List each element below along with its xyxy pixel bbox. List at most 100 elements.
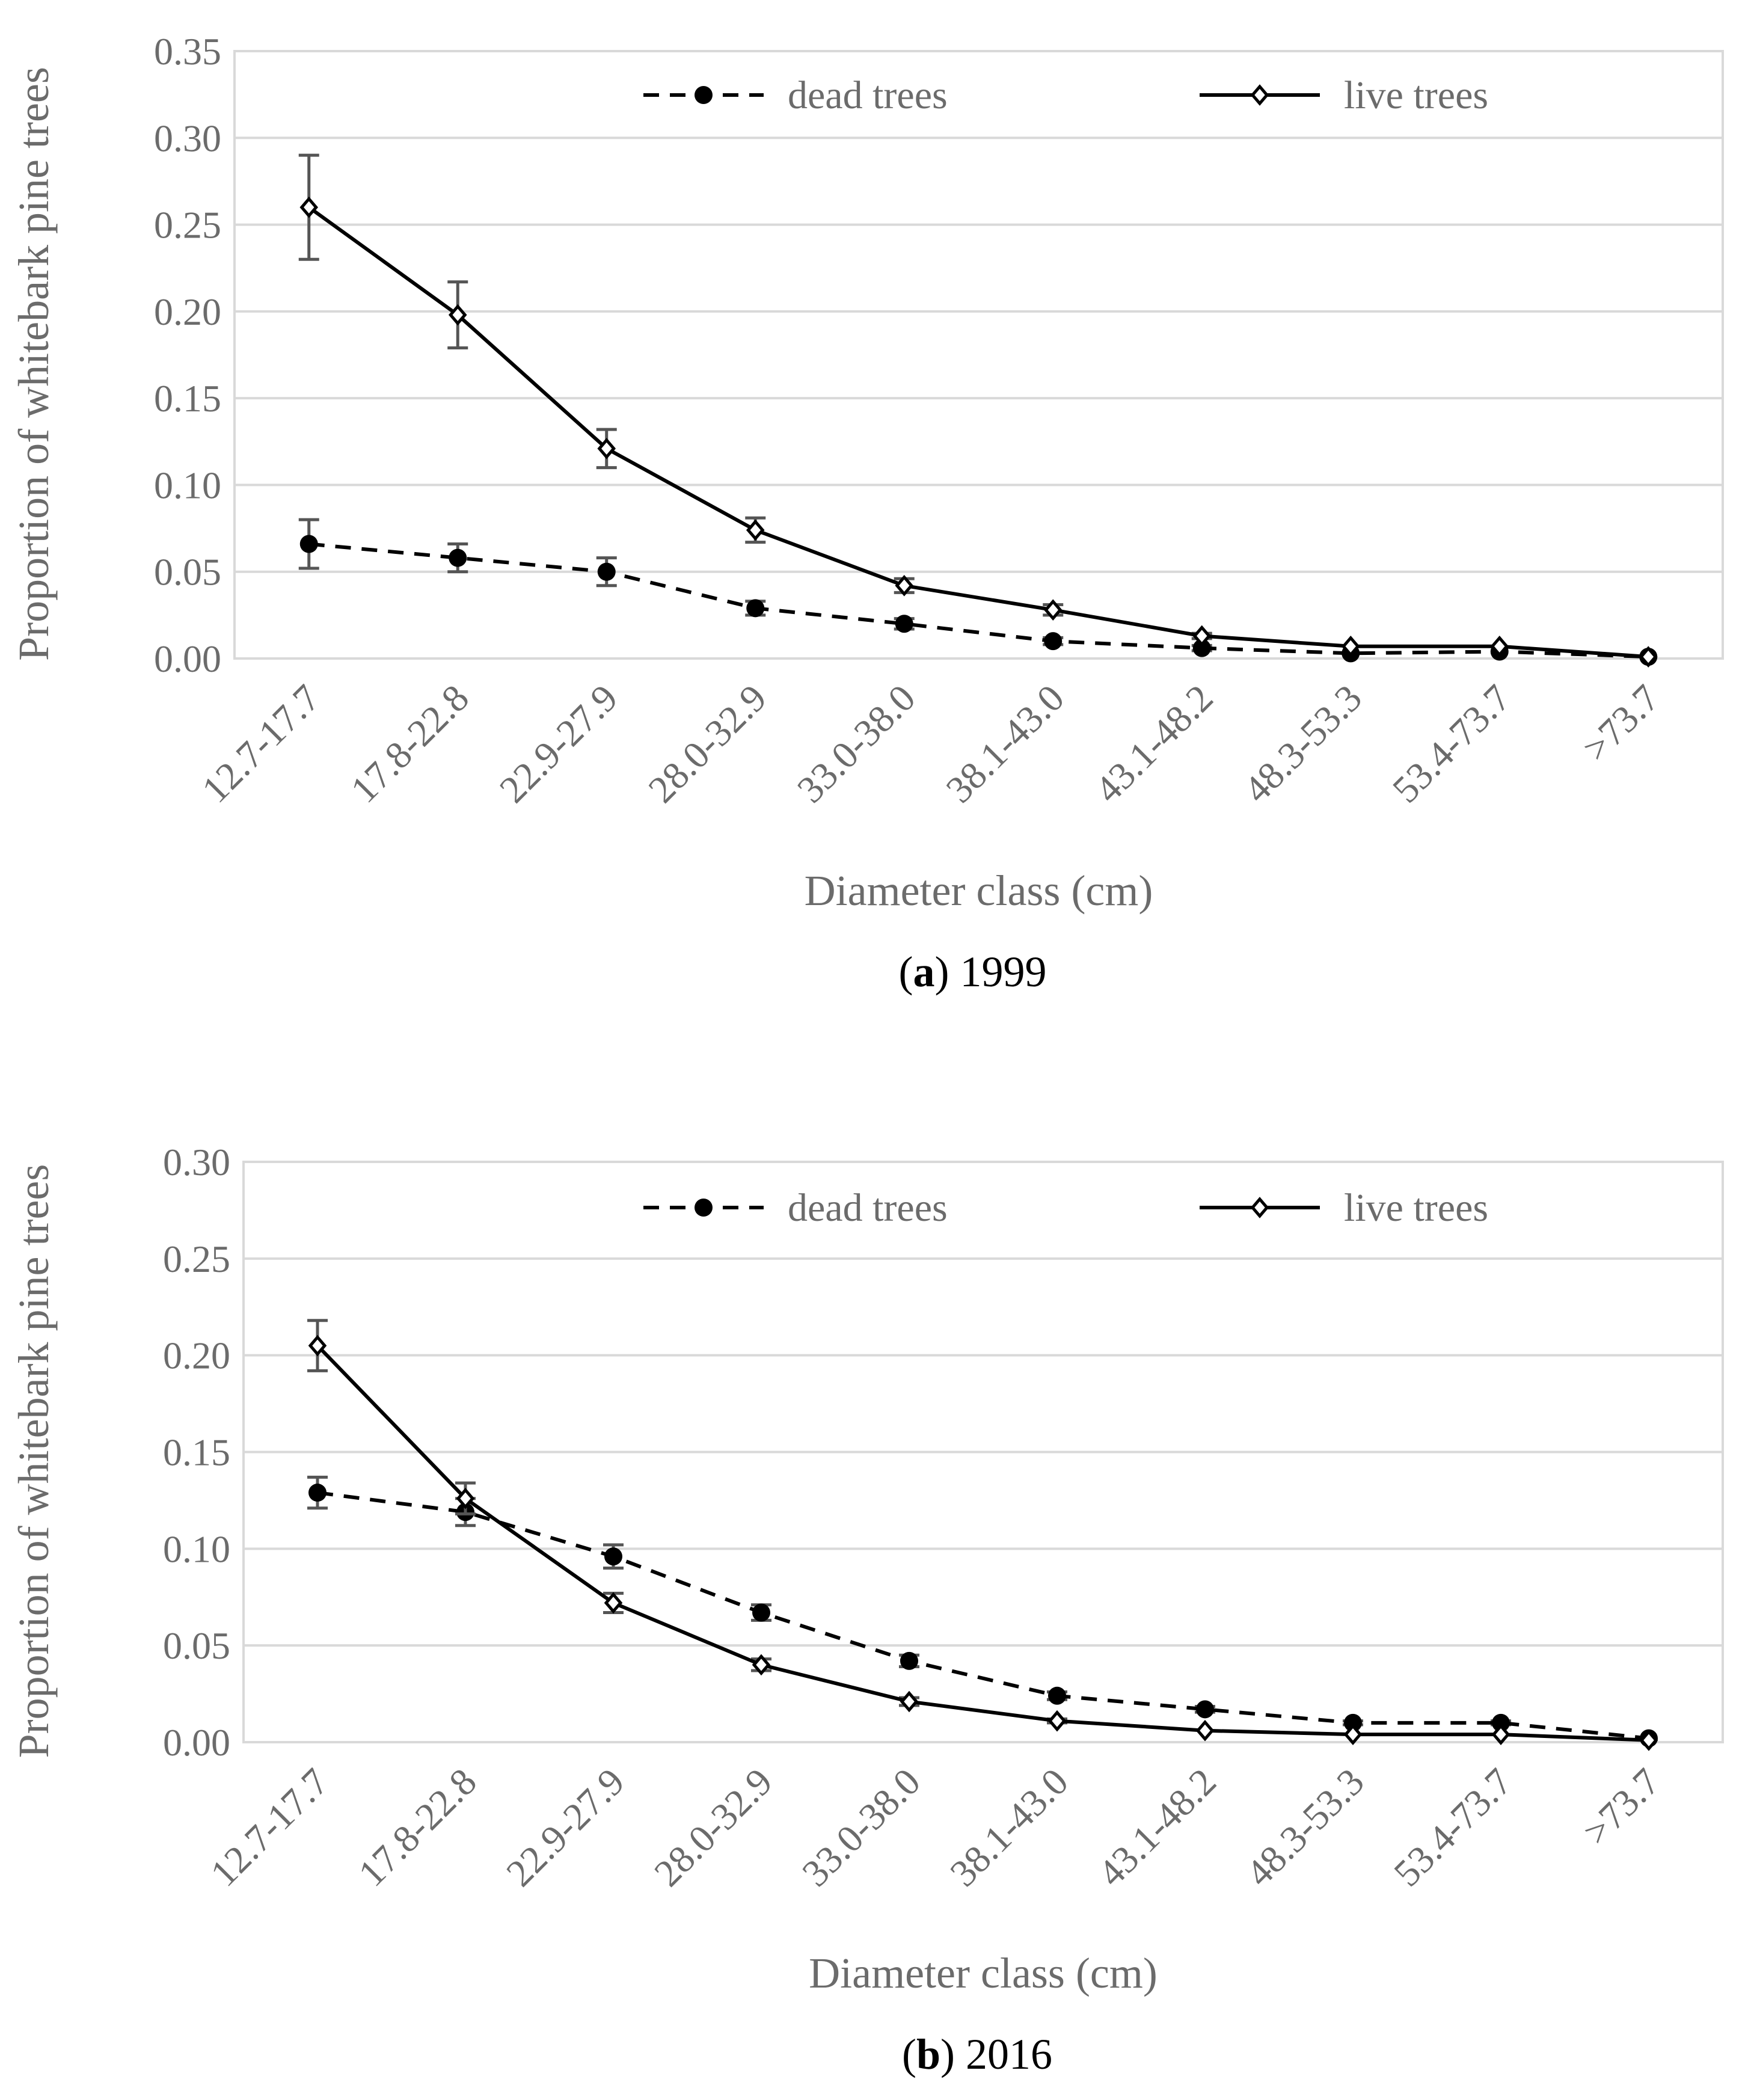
- caption-paren-open: (: [899, 948, 913, 996]
- live-trees-point: [1047, 1710, 1067, 1732]
- x-tick-label: 43.1-48.2: [1087, 677, 1221, 811]
- dead-trees-point: [299, 535, 318, 553]
- live-trees-point: [308, 1334, 327, 1357]
- dead-trees-point: [1044, 632, 1063, 651]
- x-tick-label: 17.8-22.8: [342, 677, 477, 811]
- y-tick-label: 0.10: [154, 464, 221, 506]
- dead-trees-point: [752, 1603, 770, 1622]
- y-tick-label: 0.00: [163, 1721, 230, 1764]
- live-trees-point: [448, 304, 467, 326]
- dead-trees-point: [895, 615, 913, 633]
- dead-trees-point: [604, 1547, 622, 1566]
- y-tick-label: 0.05: [163, 1624, 230, 1667]
- figure-caption: (a) 1999: [899, 948, 1047, 996]
- x-tick-label: 53.4-73.7: [1384, 677, 1519, 811]
- x-tick-label: 33.0-38.0: [794, 1760, 928, 1895]
- live-trees-point: [1639, 646, 1658, 668]
- x-axis-label: Diameter class (cm): [809, 1949, 1158, 1997]
- x-tick-label: 38.1-43.0: [937, 677, 1072, 811]
- x-tick-label: 48.3-53.3: [1237, 1760, 1372, 1895]
- legend-entry-dead-trees: dead trees: [643, 73, 948, 117]
- dead-trees-point: [1344, 1713, 1362, 1732]
- x-tick-label: 28.0-32.9: [640, 677, 774, 811]
- live-trees-point: [1195, 1719, 1215, 1742]
- dead-trees-point: [597, 562, 616, 581]
- y-tick-label: 0.30: [154, 117, 221, 159]
- caption-year: 2016: [966, 2030, 1052, 2078]
- plot-border: [242, 1161, 1724, 1743]
- x-tick-label: 12.7-17.7: [194, 677, 328, 811]
- dead-trees-point: [1196, 1700, 1214, 1719]
- dead-trees-point: [900, 1651, 918, 1670]
- legend-entry-live-trees: live trees: [1200, 73, 1488, 117]
- y-tick-label: 0.25: [154, 204, 221, 247]
- legend-marker: [695, 86, 713, 104]
- live-trees-point: [456, 1487, 475, 1509]
- legend-label: dead trees: [788, 73, 948, 117]
- dead-trees-point: [1048, 1686, 1066, 1705]
- live-trees-series-line: [316, 1344, 1649, 1742]
- y-tick-label: 0.00: [154, 637, 221, 680]
- live-trees-point: [1343, 1724, 1363, 1745]
- caption-year: 1999: [960, 948, 1046, 996]
- live-trees-point: [597, 437, 616, 459]
- x-tick-label: 53.4-73.7: [1385, 1760, 1520, 1895]
- caption-paren-open: (: [902, 2030, 916, 2078]
- x-axis-label: Diameter class (cm): [805, 867, 1153, 915]
- x-tick-label: 48.3-53.3: [1235, 677, 1370, 811]
- x-tick-label: 43.1-48.2: [1090, 1760, 1224, 1895]
- y-axis-label: Proportion of whitebark pine trees: [10, 67, 58, 661]
- legend-label: live trees: [1344, 1186, 1488, 1230]
- dead-trees-series-line: [317, 1491, 1649, 1740]
- x-tick-label: 22.9-27.9: [491, 677, 626, 811]
- live-trees-point: [1490, 635, 1509, 657]
- dead-trees-point: [308, 1484, 327, 1502]
- legend-entry-live-trees: live trees: [1200, 1186, 1488, 1230]
- x-tick-label: 28.0-32.9: [646, 1760, 780, 1895]
- x-tick-label: 33.0-38.0: [789, 677, 924, 811]
- chart-panel-a: 0.00 0.05 0.10 0.15 0.20 0.25 0.30 0.35 12.7-17.…: [10, 30, 1724, 996]
- dead-trees-series-line: [308, 542, 1649, 659]
- x-tick-label: 17.8-22.8: [350, 1760, 485, 1895]
- live-trees-point: [895, 574, 914, 597]
- y-tick-label: 0.35: [154, 30, 221, 73]
- y-tick-label: 0.25: [163, 1238, 230, 1280]
- plot-border: [233, 50, 1724, 660]
- live-trees-point: [900, 1690, 919, 1713]
- live-trees-point: [1491, 1724, 1510, 1745]
- caption-paren-close: ): [940, 2030, 966, 2078]
- y-tick-label: 0.30: [163, 1141, 230, 1184]
- x-tick-label: >73.7: [1575, 1760, 1668, 1853]
- y-tick-label: 0.20: [154, 290, 221, 333]
- caption-paren-close: ): [935, 948, 960, 996]
- dead-trees-point: [746, 599, 765, 618]
- live-trees-point: [1043, 599, 1063, 621]
- x-tick-label: >73.7: [1574, 677, 1667, 770]
- live-trees-point: [746, 519, 765, 541]
- legend-label: live trees: [1344, 73, 1488, 117]
- x-tick-label: 12.7-17.7: [202, 1760, 337, 1895]
- live-trees-point: [1192, 625, 1212, 647]
- live-trees-series-line: [307, 206, 1649, 659]
- live-trees-point: [752, 1654, 771, 1676]
- y-tick-label: 0.20: [163, 1334, 230, 1377]
- figure-caption: (b) 2016: [902, 2030, 1052, 2078]
- dead-trees-point: [449, 548, 467, 567]
- y-tick-label: 0.10: [163, 1527, 230, 1570]
- y-axis-label: Proportion of whitebark pine trees: [10, 1164, 58, 1758]
- live-trees-point: [604, 1592, 623, 1614]
- caption-letter: b: [916, 2030, 940, 2078]
- y-tick-label: 0.15: [163, 1431, 230, 1474]
- dead-trees-point: [1492, 1713, 1510, 1732]
- live-trees-point: [1341, 635, 1360, 657]
- y-tick-label: 0.05: [154, 551, 221, 594]
- legend-marker: [1250, 1197, 1269, 1218]
- caption-letter: a: [913, 948, 935, 996]
- legend-label: dead trees: [788, 1186, 948, 1230]
- live-trees-point: [1639, 1729, 1658, 1751]
- chart-panel-b: 0.00 0.05 0.10 0.15 0.20 0.25 0.30 12.7-17.7 17.…: [10, 1141, 1724, 2078]
- y-tick-label: 0.15: [154, 377, 221, 420]
- dead-trees-point: [1192, 639, 1211, 657]
